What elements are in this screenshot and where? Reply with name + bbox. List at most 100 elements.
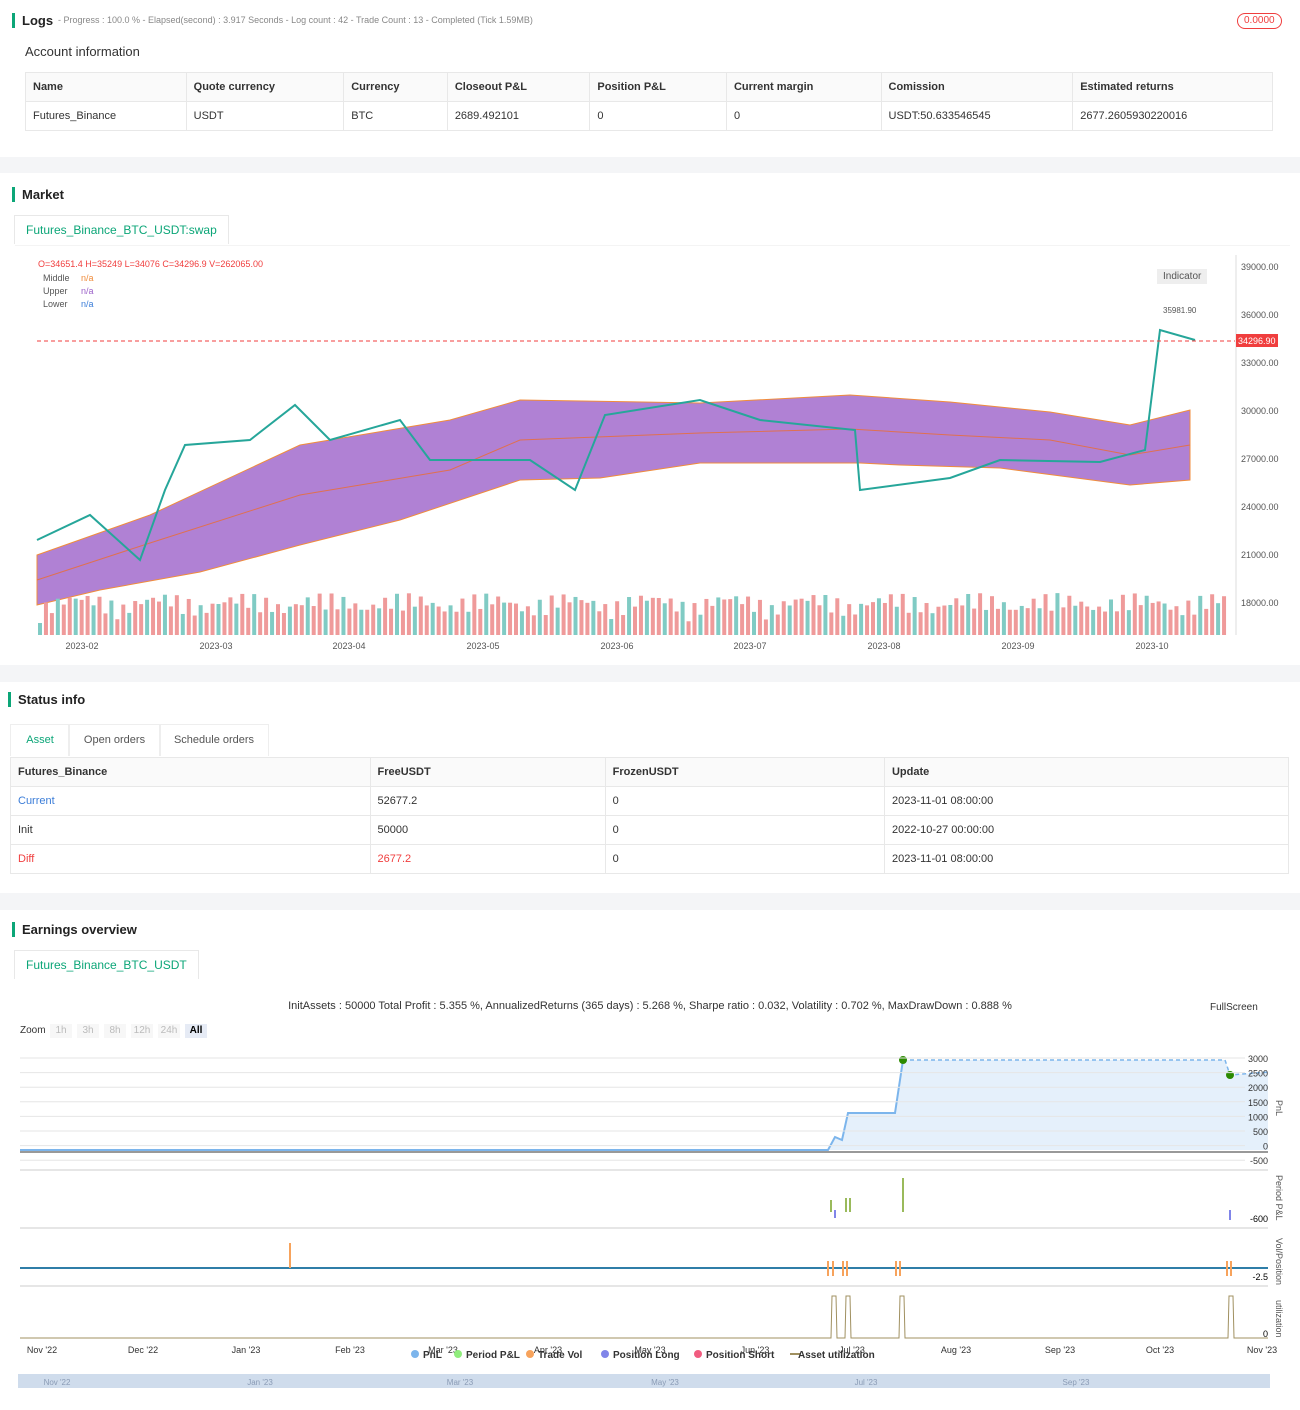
cell: BTC [343, 101, 448, 131]
legend-symbol [454, 1350, 462, 1358]
high-label: 35981.90 [1163, 306, 1197, 315]
x-tick-label: Jul '23 [839, 1345, 865, 1355]
navigator[interactable] [18, 1374, 1270, 1388]
volume-bar [1204, 608, 1209, 635]
indicator-button[interactable]: Indicator [1157, 269, 1208, 284]
volume-bar [853, 614, 858, 635]
volume-bar [876, 598, 881, 635]
tab[interactable]: Schedule orders [159, 724, 269, 756]
pnl-line [20, 1059, 904, 1151]
zoom-button[interactable]: 3h [77, 1024, 99, 1038]
volume-bar [329, 593, 334, 635]
volume-bar [335, 609, 340, 635]
volume-bar [573, 596, 578, 635]
header-cell: Closeout P&L [446, 72, 591, 102]
legend-value: n/a [81, 286, 94, 296]
volume-bar [38, 623, 42, 635]
legend-item[interactable]: PnL [423, 1350, 442, 1361]
badge: 0.0000 [1237, 13, 1282, 29]
volume-bar [442, 611, 447, 635]
legend-item[interactable]: Period P&L [466, 1350, 520, 1361]
volume-bar [1162, 603, 1167, 635]
volume-bar [43, 602, 48, 635]
volume-bar [323, 609, 328, 635]
volume-bar [781, 601, 786, 635]
volume-bar [930, 613, 935, 635]
fullscreen[interactable]: FullScreen [1210, 1002, 1258, 1013]
y-tick-label: 3000 [1248, 1054, 1268, 1064]
volume-bar [1180, 615, 1185, 635]
row: Init 50000 0 2022-10-27 00:00:00 [10, 815, 1290, 845]
volume-bar [270, 611, 275, 635]
volume-bar [1216, 603, 1221, 635]
volume-bar [1025, 608, 1030, 635]
x-tick-label: May '23 [634, 1345, 665, 1355]
volume-bar [704, 598, 709, 635]
y-tick-label: 1500 [1248, 1098, 1268, 1108]
volume-bar [1186, 600, 1191, 635]
volume-bar [1049, 610, 1054, 635]
tab[interactable]: Open orders [68, 724, 161, 756]
volume-bar [1120, 594, 1125, 635]
volume-bar [644, 600, 649, 635]
volume-bar [668, 598, 673, 635]
volume-bar [1043, 594, 1048, 635]
zoom-button[interactable]: 1h [50, 1024, 72, 1038]
x-tick-label: Jun '23 [741, 1345, 770, 1355]
zoom-button[interactable]: 8h [104, 1024, 126, 1038]
x-tick-label: Apr '23 [534, 1345, 562, 1355]
volume-bar [519, 611, 524, 635]
volume-bar [496, 596, 501, 635]
volume-bar [281, 612, 286, 635]
navigator-label: May '23 [651, 1378, 679, 1387]
y-tick-label: 0 [1263, 1329, 1268, 1339]
zoom-button[interactable]: 24h [158, 1024, 180, 1038]
volume-bar [948, 604, 953, 635]
zoom-button[interactable]: All [185, 1024, 207, 1038]
separator [0, 665, 1300, 682]
legend-item[interactable]: Position Short [706, 1350, 775, 1361]
volume-bar [287, 606, 292, 635]
tab[interactable]: Asset [10, 724, 70, 756]
separator [0, 157, 1300, 173]
volume-bar [662, 603, 667, 635]
axis-title: Vol/Position [1274, 1238, 1284, 1285]
volume-bar [906, 612, 911, 635]
volume-bar [1037, 608, 1042, 635]
summary: InitAssets : 50000 Total Profit : 5.355 … [288, 1000, 1012, 1012]
volume-bar [1174, 606, 1179, 635]
volume-bar [984, 609, 989, 635]
cell: Current [10, 786, 371, 816]
volume-bar [692, 603, 697, 635]
volume-bar [579, 600, 584, 635]
cell: 0 [604, 786, 885, 816]
legend-item[interactable]: Trade Vol [538, 1350, 582, 1361]
cell: USDT:50.633546545 [880, 101, 1074, 131]
volume-bar [67, 597, 72, 635]
market-title: Market [12, 187, 64, 202]
zoom-button[interactable]: 12h [131, 1024, 153, 1038]
account-title: Account information [25, 44, 140, 59]
volume-bar [728, 599, 733, 635]
volume-bar [1079, 601, 1084, 635]
legend-item[interactable]: Position Long [613, 1350, 680, 1361]
market-tab[interactable]: Futures_Binance_BTC_USDT:swap [14, 215, 229, 244]
pnl-line [903, 1059, 1269, 1076]
y-tick-label: -600 [1250, 1214, 1268, 1224]
volume-bar [293, 604, 298, 635]
volume-bar [49, 613, 54, 635]
volume-bar [484, 593, 489, 635]
earnings-tab[interactable]: Futures_Binance_BTC_USDT [14, 950, 199, 979]
legend-value: n/a [81, 273, 94, 283]
header-cell: Quote currency [185, 72, 345, 102]
legend-item[interactable]: Asset utilization [798, 1350, 875, 1361]
header-cell: FreeUSDT [369, 757, 606, 787]
volume-bar [1109, 599, 1113, 635]
header-cell: FrozenUSDT [604, 757, 885, 787]
logs-title: Logs [12, 13, 53, 28]
volume-bar [151, 597, 156, 635]
row: Diff 2677.2 0 2023-11-01 08:00:00 [10, 844, 1290, 874]
volume-bar [1097, 606, 1102, 635]
volume-bar [1222, 596, 1227, 635]
volume-bar [186, 598, 191, 635]
